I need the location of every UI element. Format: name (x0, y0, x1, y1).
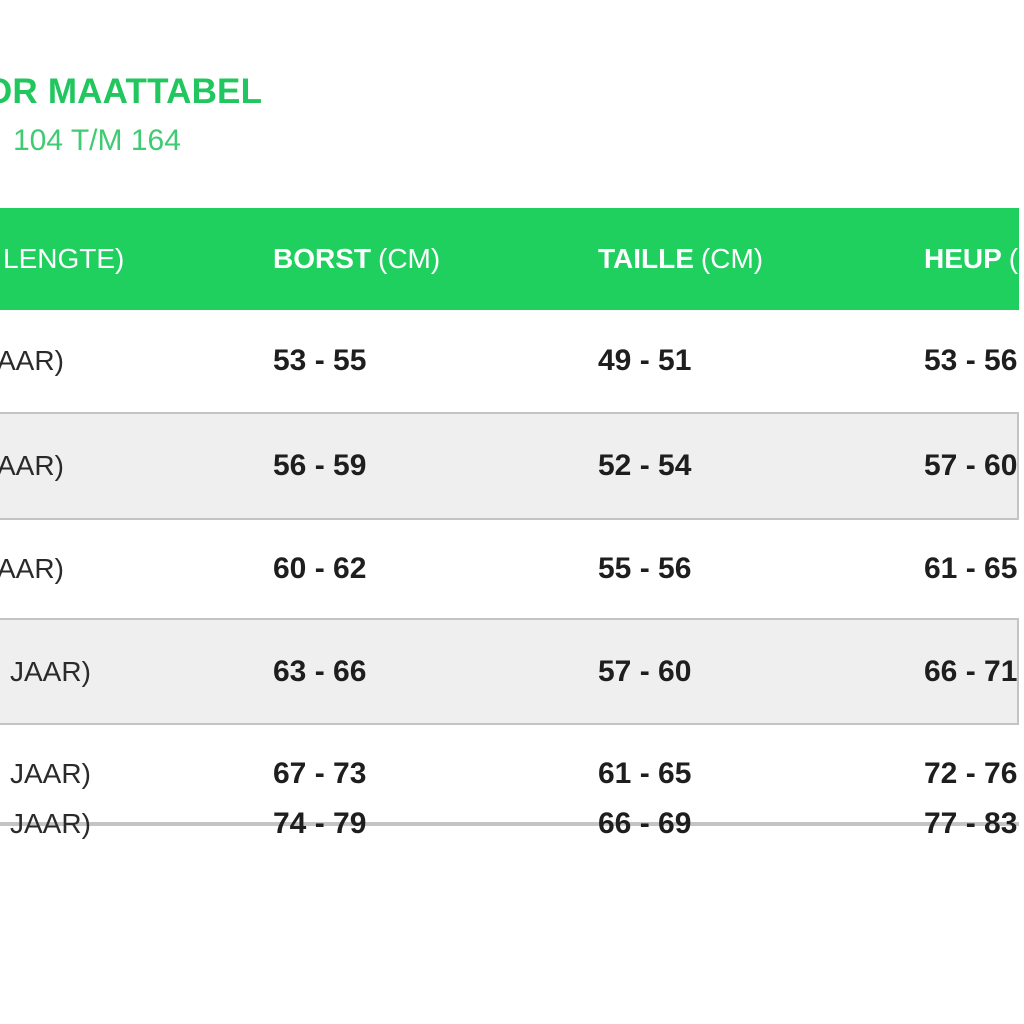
cell-size-label: AAR) (0, 553, 64, 584)
cell-taille: 61 - 65 (598, 756, 692, 790)
cell-size-label: JAAR) (10, 808, 91, 839)
header-cell-heup-unit: ( (1008, 243, 1019, 274)
cell-heup: 72 - 76 (924, 756, 1018, 790)
cell-size-label: AAR) (0, 450, 64, 481)
cell-taille: 55 - 56 (598, 552, 692, 585)
table-row: AAR) 53 - 55 49 - 51 53 - 56 (0, 310, 1019, 412)
cell-size-label: JAAR) (10, 757, 91, 789)
header-cell-taille-unit: (CM) (700, 243, 764, 274)
header-cell-borst-main: BORST (273, 243, 371, 274)
cell-size-label: AAR) (0, 345, 64, 376)
cell-borst: 67 - 73 (273, 756, 367, 790)
table-row: JAAR) 63 - 66 57 - 60 66 - 71 (0, 618, 1019, 725)
header-cell-heup-main: HEUP (924, 243, 1002, 274)
page-subtitle: 104 T/M 164 (13, 124, 181, 157)
size-table: LENGTE) BORST (CM) TAILLE (CM) HEUP( AAR) … (0, 208, 1019, 840)
header-cell-borst-unit: (CM) (378, 243, 441, 274)
table-row: JAAR) 74 - 79 66 - 69 77 - 83 (0, 807, 1019, 840)
table-header-row: LENGTE) BORST (CM) TAILLE (CM) HEUP( (0, 208, 1019, 310)
cell-taille: 57 - 60 (598, 654, 692, 688)
table-row: AAR) 60 - 62 55 - 56 61 - 65 (0, 520, 1019, 618)
cell-heup: 77 - 83 (924, 807, 1018, 840)
cell-heup: 57 - 60 (924, 449, 1018, 482)
header-cell-lengte: LENGTE) (3, 243, 125, 274)
header-cell-taille-main: TAILLE (598, 243, 694, 274)
cell-heup: 53 - 56 (924, 344, 1018, 377)
cell-borst: 74 - 79 (273, 807, 367, 840)
cell-borst: 56 - 59 (273, 449, 367, 482)
cell-heup: 66 - 71 (924, 654, 1018, 688)
header-cell-borst: BORST (CM) (273, 243, 440, 275)
header-cell-heup: HEUP( (924, 243, 1018, 275)
cell-size-label: JAAR) (10, 655, 91, 687)
cell-heup: 61 - 65 (924, 552, 1018, 585)
cell-taille: 66 - 69 (598, 807, 692, 840)
cell-taille: 52 - 54 (598, 449, 692, 482)
cell-borst: 63 - 66 (273, 654, 367, 688)
table-row: JAAR) 67 - 73 61 - 65 72 - 76 (0, 725, 1019, 822)
table-row: AAR) 56 - 59 52 - 54 57 - 60 (0, 412, 1019, 520)
cell-borst: 60 - 62 (273, 552, 367, 585)
cell-borst: 53 - 55 (273, 344, 367, 377)
header-cell-taille: TAILLE (CM) (598, 243, 763, 275)
page-title: OR MAATTABEL (0, 72, 263, 111)
cell-taille: 49 - 51 (598, 344, 692, 377)
